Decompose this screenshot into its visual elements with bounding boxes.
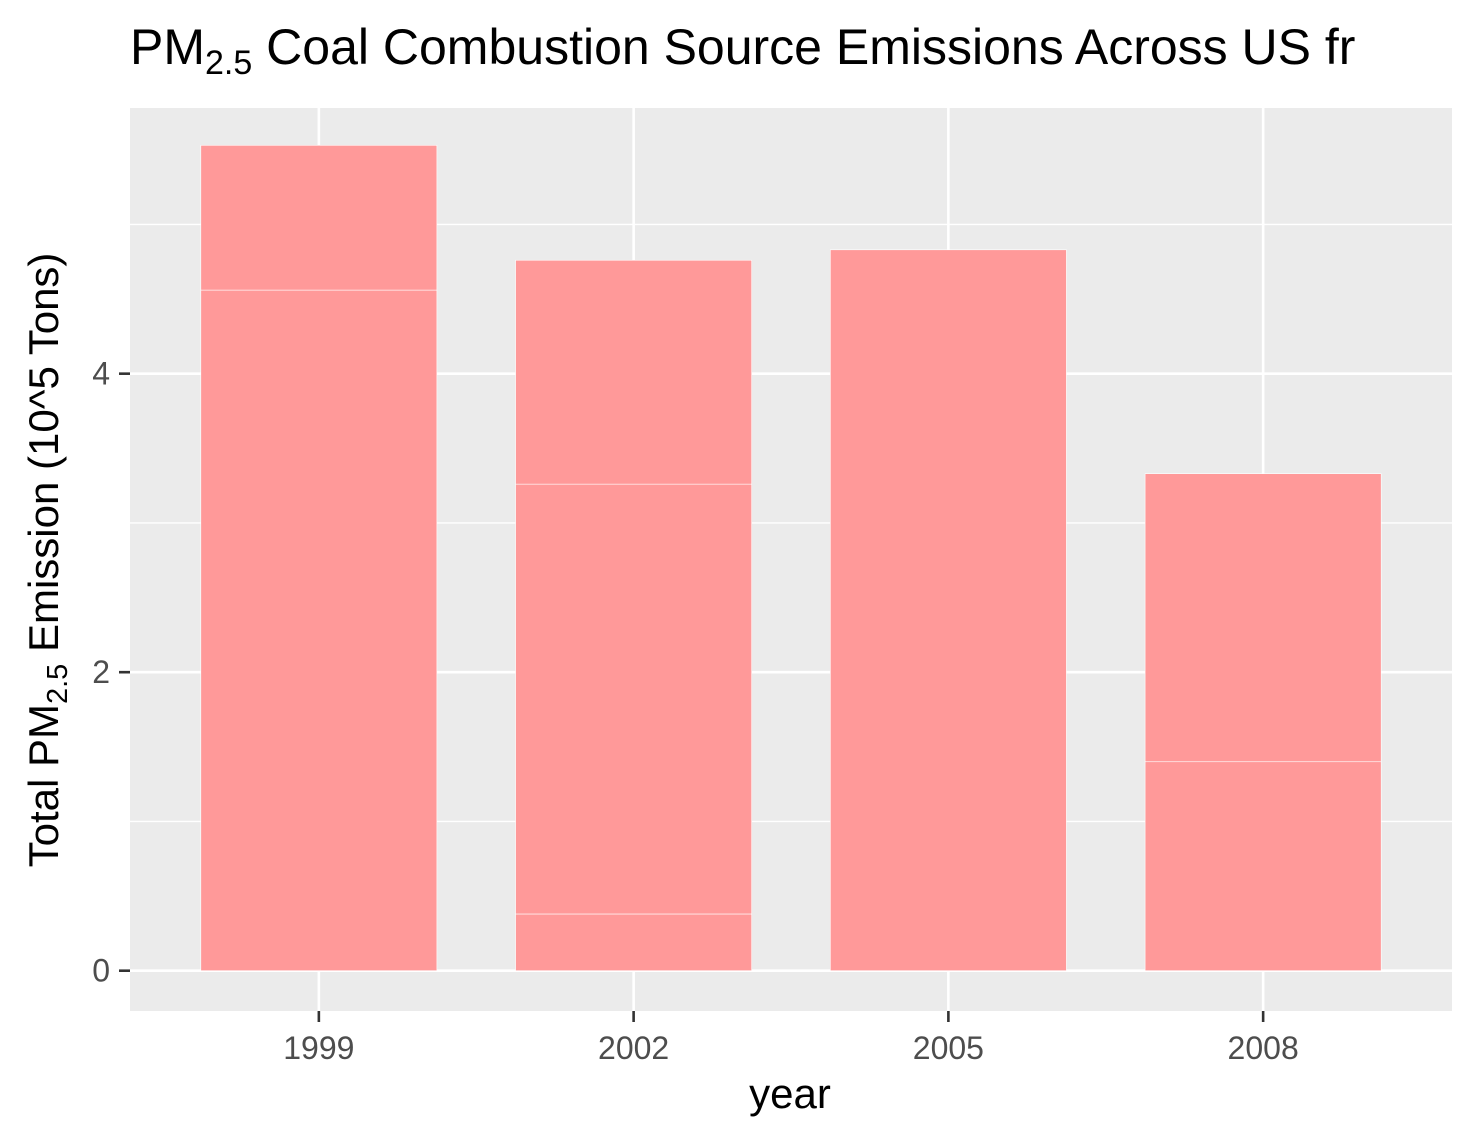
bars: [200, 145, 1382, 972]
bar-segment-2002: [515, 913, 752, 972]
axes: 0 2 4 1999 2002 2005 2008: [92, 356, 1299, 1066]
bar-segment-2008: [1144, 761, 1382, 972]
chart-title: PM2.5 Coal Combustion Source Emissions A…: [130, 19, 1355, 82]
y-tick-label: 0: [92, 953, 110, 989]
bar-segment-1999: [200, 289, 438, 972]
y-tick-label: 2: [92, 654, 110, 690]
bar-segment-2008: [1144, 473, 1382, 763]
bar-segment-2002: [515, 259, 752, 485]
y-axis-title: Total PM2.5 Emission (10^5 Tons): [20, 253, 74, 868]
x-axis-title: year: [749, 1070, 831, 1117]
chart-title-subscript: 2.5: [205, 44, 252, 82]
chart-title-prefix: PM: [130, 19, 205, 75]
chart-title-suffix: Coal Combustion Source Emissions Across …: [252, 19, 1355, 75]
bar-segment-2005: [830, 249, 1067, 972]
y-tick-label: 4: [92, 356, 110, 392]
bar-segment-2002: [515, 483, 752, 915]
y-axis-title-prefix: Total PM: [20, 704, 67, 867]
bar-segment-1999: [200, 145, 438, 291]
y-axis-title-suffix: Emission (10^5 Tons): [20, 253, 67, 664]
x-tick-label: 2008: [1228, 1030, 1299, 1066]
x-tick-label: 2005: [913, 1030, 984, 1066]
y-axis-title-subscript: 2.5: [42, 664, 74, 704]
x-tick-label: 2002: [598, 1030, 669, 1066]
x-tick-label: 1999: [283, 1030, 354, 1066]
